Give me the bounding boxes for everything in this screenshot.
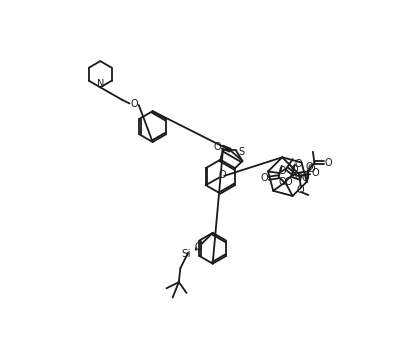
Text: O: O bbox=[279, 166, 286, 177]
Text: O: O bbox=[260, 173, 268, 183]
Text: O: O bbox=[294, 172, 302, 182]
Text: O: O bbox=[194, 242, 202, 252]
Text: O: O bbox=[325, 157, 332, 168]
Text: O: O bbox=[302, 173, 309, 184]
Text: O: O bbox=[311, 168, 319, 178]
Text: O: O bbox=[284, 177, 292, 187]
Text: Si: Si bbox=[182, 250, 191, 259]
Text: N: N bbox=[96, 79, 104, 89]
Text: O: O bbox=[297, 185, 304, 195]
Text: O: O bbox=[306, 162, 314, 172]
Text: O: O bbox=[291, 165, 298, 174]
Text: O: O bbox=[295, 159, 302, 169]
Text: O: O bbox=[279, 177, 286, 187]
Text: S: S bbox=[238, 147, 244, 157]
Text: O: O bbox=[307, 164, 315, 174]
Text: O: O bbox=[214, 142, 222, 152]
Text: O: O bbox=[219, 170, 227, 180]
Text: O: O bbox=[130, 99, 138, 109]
